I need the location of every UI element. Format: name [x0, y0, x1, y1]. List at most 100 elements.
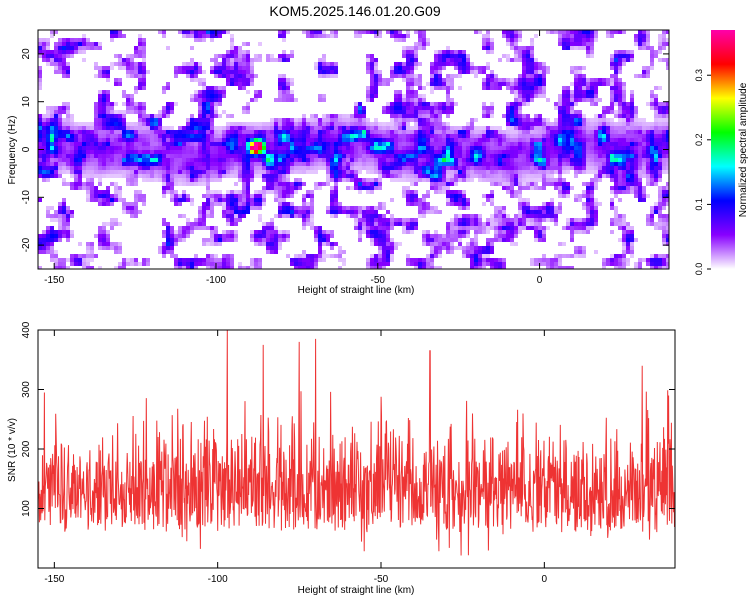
heatmap-cell [118, 34, 122, 38]
heatmap-cell [278, 138, 282, 142]
heatmap-cell [234, 158, 238, 162]
heatmap-cell [406, 94, 410, 98]
heatmap-cell [406, 58, 410, 62]
heatmap-cell [198, 206, 202, 210]
heatmap-cell [554, 222, 558, 226]
heatmap-cell [110, 182, 114, 186]
heatmap-cell [170, 182, 174, 186]
heatmap-cell [122, 122, 126, 126]
heatmap-cell [478, 218, 482, 222]
heatmap-cell [38, 38, 42, 42]
heatmap-cell [50, 126, 54, 130]
heatmap-cell [490, 138, 494, 142]
heatmap-cell [242, 66, 246, 70]
heatmap-cell [582, 34, 586, 38]
heatmap-cell [350, 134, 354, 138]
heatmap-cell [658, 106, 662, 110]
heatmap-cell [574, 86, 578, 90]
heatmap-cell [594, 38, 598, 42]
heatmap-cell [658, 122, 662, 126]
heatmap-cell [522, 170, 526, 174]
heatmap-cell [346, 150, 350, 154]
heatmap-cell [178, 238, 182, 242]
heatmap-cell [322, 98, 326, 102]
heatmap-cell [318, 130, 322, 134]
heatmap-cell [542, 158, 546, 162]
heatmap-cell [266, 174, 270, 178]
heatmap-cell [214, 126, 218, 130]
heatmap-cell [454, 50, 458, 54]
heatmap-cell [358, 122, 362, 126]
heatmap-cell [114, 30, 118, 34]
heatmap-cell [590, 194, 594, 198]
heatmap-cell [418, 46, 422, 50]
heatmap-cell [594, 94, 598, 98]
heatmap-cell [366, 234, 370, 238]
heatmap-cell [186, 70, 190, 74]
heatmap-cell [138, 34, 142, 38]
heatmap-cell [130, 214, 134, 218]
heatmap-cell [418, 174, 422, 178]
heatmap-cell [102, 138, 106, 142]
heatmap-cell [526, 118, 530, 122]
heatmap-cell [58, 214, 62, 218]
heatmap-cell [598, 150, 602, 154]
heatmap-cell [250, 74, 254, 78]
heatmap-cell [162, 218, 166, 222]
heatmap-cell [190, 158, 194, 162]
heatmap-cell [50, 146, 54, 150]
heatmap-cell [502, 154, 506, 158]
heatmap-cell [270, 122, 274, 126]
heatmap-cell [230, 170, 234, 174]
heatmap-cell [50, 206, 54, 210]
heatmap-cell [282, 166, 286, 170]
heatmap-cell [62, 202, 66, 206]
heatmap-cell [186, 234, 190, 238]
heatmap-cell [402, 122, 406, 126]
heatmap-cell [430, 178, 434, 182]
heatmap-cell [650, 54, 654, 58]
heatmap-cell [74, 46, 78, 50]
heatmap-cell [130, 142, 134, 146]
heatmap-cell [254, 166, 258, 170]
heatmap-cell [226, 218, 230, 222]
heatmap-cell [226, 122, 230, 126]
heatmap-cell [318, 154, 322, 158]
heatmap-cell [666, 194, 669, 198]
heatmap-cell [294, 158, 298, 162]
heatmap-cell [226, 154, 230, 158]
heatmap-cell [150, 142, 154, 146]
heatmap-cell [390, 174, 394, 178]
heatmap-cell [42, 166, 46, 170]
heatmap-cell [218, 142, 222, 146]
heatmap-cell [306, 210, 310, 214]
heatmap-cell [106, 202, 110, 206]
heatmap-cell [318, 238, 322, 242]
heatmap-cell [162, 154, 166, 158]
heatmap-cell [190, 78, 194, 82]
heatmap-cell [286, 206, 290, 210]
heatmap-cell [58, 118, 62, 122]
heatmap-cell [230, 154, 234, 158]
heatmap-cell [314, 166, 318, 170]
heatmap-cell [378, 178, 382, 182]
heatmap-cell [182, 214, 186, 218]
heatmap-cell [206, 134, 210, 138]
heatmap-cell [70, 42, 74, 46]
heatmap-cell [630, 154, 634, 158]
heatmap-cell [606, 130, 610, 134]
heatmap-cell [142, 130, 146, 134]
heatmap-cell [658, 170, 662, 174]
heatmap-cell [310, 150, 314, 154]
heatmap-cell [290, 154, 294, 158]
heatmap-cell [302, 130, 306, 134]
heatmap-cell [574, 134, 578, 138]
heatmap-cell [566, 46, 570, 50]
heatmap-cell [450, 102, 454, 106]
heatmap-cell [390, 34, 394, 38]
heatmap-cell [646, 170, 650, 174]
heatmap-cell [194, 30, 198, 34]
heatmap-cell [54, 110, 58, 114]
heatmap-cell [338, 134, 342, 138]
heatmap-cell [230, 198, 234, 202]
